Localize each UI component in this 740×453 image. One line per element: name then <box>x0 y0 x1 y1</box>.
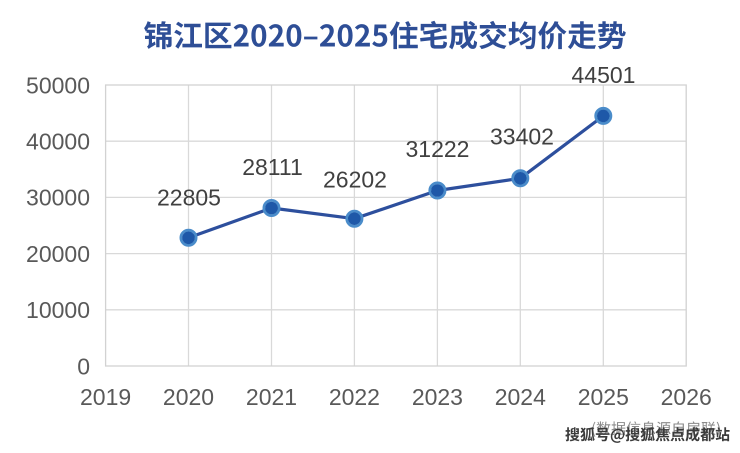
svg-text:40000: 40000 <box>26 129 90 155</box>
svg-text:31222: 31222 <box>406 136 470 162</box>
svg-text:44501: 44501 <box>572 62 636 88</box>
svg-text:2019: 2019 <box>80 384 131 410</box>
svg-text:20000: 20000 <box>26 241 90 267</box>
svg-text:0: 0 <box>77 353 90 379</box>
svg-text:2020: 2020 <box>163 384 214 410</box>
svg-text:2021: 2021 <box>246 384 297 410</box>
svg-text:28111: 28111 <box>242 154 303 180</box>
svg-text:50000: 50000 <box>26 72 90 98</box>
svg-text:2025: 2025 <box>578 384 629 410</box>
svg-text:2022: 2022 <box>329 384 380 410</box>
svg-text:22805: 22805 <box>157 185 221 211</box>
svg-text:26202: 26202 <box>323 166 387 192</box>
svg-text:2024: 2024 <box>495 384 546 410</box>
svg-text:10000: 10000 <box>26 297 90 323</box>
svg-text:30000: 30000 <box>26 185 90 211</box>
svg-text:2026: 2026 <box>661 384 712 410</box>
svg-text:2023: 2023 <box>412 384 463 410</box>
svg-text:33402: 33402 <box>490 124 554 150</box>
